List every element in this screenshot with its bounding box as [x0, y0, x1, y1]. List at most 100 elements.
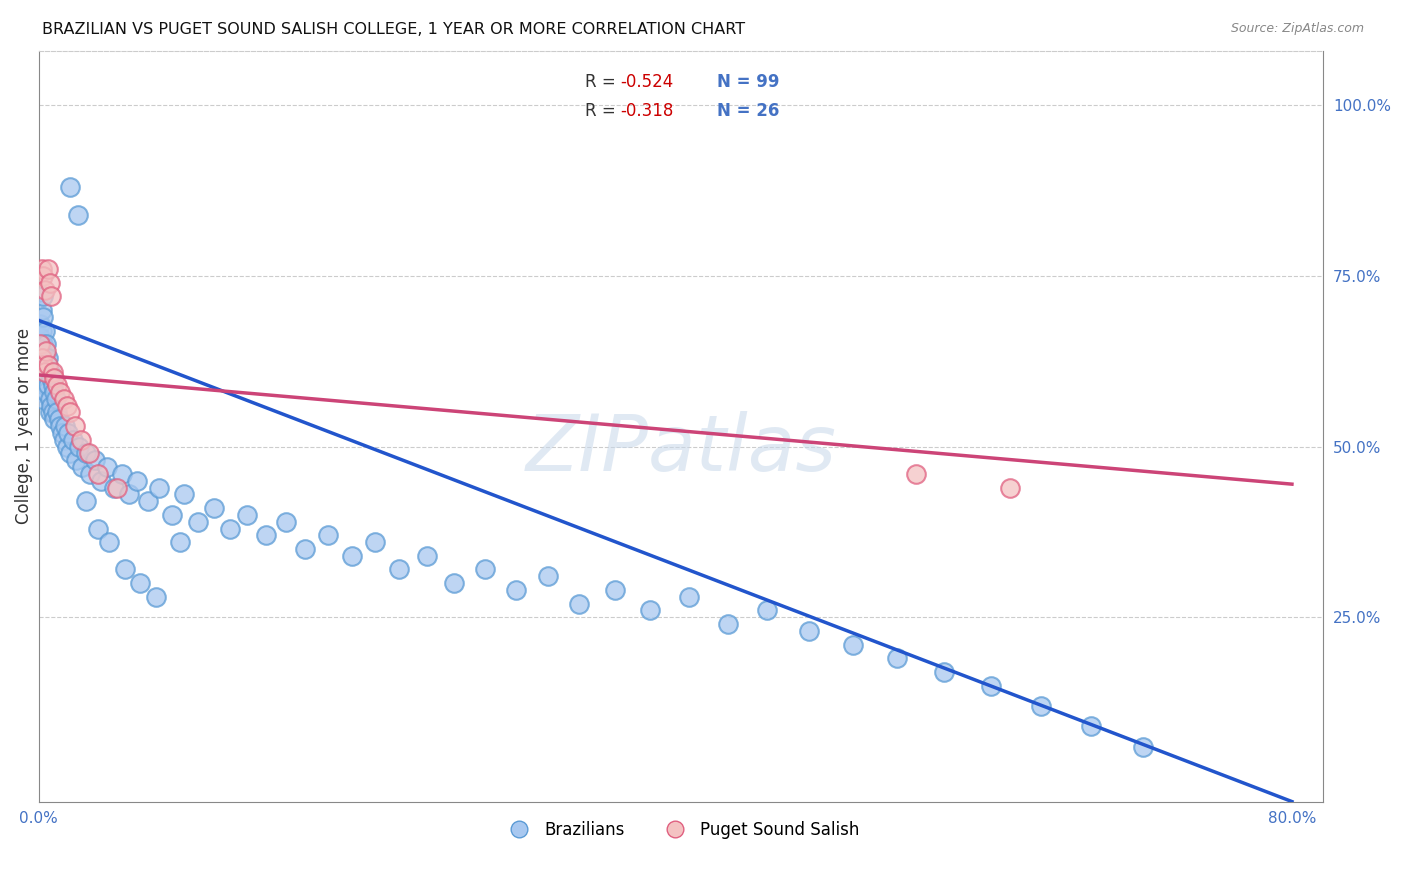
Point: [41, 405, 63, 419]
Point: [39, 371, 62, 385]
Point: [77, 446, 100, 460]
Point: [98, 535, 121, 549]
Point: [218, 522, 240, 536]
Point: [34, 364, 56, 378]
Text: -0.524: -0.524: [620, 73, 673, 91]
Point: [756, 603, 779, 617]
Point: [37, 358, 59, 372]
Point: [58, 425, 80, 440]
Text: R =: R =: [585, 73, 620, 91]
Point: [55, 440, 77, 454]
Point: [236, 508, 259, 522]
Point: [998, 481, 1021, 495]
Point: [87, 522, 110, 536]
Point: [32, 358, 55, 372]
Point: [35, 337, 58, 351]
Point: [717, 617, 740, 632]
Point: [114, 562, 136, 576]
Point: [38, 364, 60, 378]
Point: [505, 582, 527, 597]
Point: [65, 453, 87, 467]
Point: [32, 289, 55, 303]
Point: [38, 276, 60, 290]
Point: [34, 283, 56, 297]
Point: [148, 481, 170, 495]
Point: [37, 262, 59, 277]
Point: [31, 303, 53, 318]
Point: [136, 494, 159, 508]
Text: Source: ZipAtlas.com: Source: ZipAtlas.com: [1230, 22, 1364, 36]
Point: [638, 603, 661, 617]
Point: [59, 446, 82, 460]
Point: [45, 392, 67, 406]
Point: [105, 481, 128, 495]
Text: R =: R =: [585, 102, 620, 120]
Point: [169, 535, 191, 549]
Point: [31, 337, 53, 351]
Point: [187, 515, 209, 529]
Point: [35, 364, 58, 378]
Point: [678, 590, 700, 604]
Point: [318, 528, 340, 542]
Point: [474, 562, 496, 576]
Point: [52, 392, 75, 406]
Point: [49, 419, 72, 434]
Point: [72, 460, 94, 475]
Point: [1132, 739, 1154, 754]
Point: [51, 425, 73, 440]
Point: [31, 358, 53, 372]
Point: [34, 324, 56, 338]
Point: [39, 399, 62, 413]
Point: [70, 433, 93, 447]
Point: [44, 412, 66, 426]
Point: [32, 310, 55, 324]
Point: [603, 582, 626, 597]
Point: [129, 576, 152, 591]
Point: [31, 324, 53, 338]
Point: [38, 392, 60, 406]
Point: [160, 508, 183, 522]
Point: [364, 535, 387, 549]
Point: [980, 679, 1002, 693]
Point: [1031, 698, 1053, 713]
Point: [53, 419, 76, 434]
Point: [30, 330, 52, 344]
Text: ZIPatlas: ZIPatlas: [526, 410, 837, 487]
Point: [202, 501, 225, 516]
Text: -0.318: -0.318: [620, 102, 673, 120]
Point: [31, 371, 53, 385]
Point: [87, 467, 110, 481]
Text: N = 99: N = 99: [717, 73, 779, 91]
Point: [904, 467, 927, 481]
Point: [32, 337, 55, 351]
Point: [340, 549, 363, 563]
Text: N = 26: N = 26: [717, 102, 779, 120]
Point: [537, 569, 560, 583]
Point: [31, 351, 53, 365]
Point: [66, 207, 89, 221]
Point: [127, 474, 149, 488]
Point: [842, 638, 865, 652]
Point: [173, 487, 195, 501]
Text: BRAZILIAN VS PUGET SOUND SALISH COLLEGE, 1 YEAR OR MORE CORRELATION CHART: BRAZILIAN VS PUGET SOUND SALISH COLLEGE,…: [42, 22, 745, 37]
Point: [110, 467, 132, 481]
Point: [30, 344, 52, 359]
Point: [38, 405, 60, 419]
Point: [254, 528, 277, 542]
Point: [59, 180, 82, 194]
Point: [46, 405, 69, 419]
Point: [79, 467, 101, 481]
Point: [59, 405, 82, 419]
Point: [274, 515, 297, 529]
Y-axis label: College, 1 year or more: College, 1 year or more: [15, 328, 32, 524]
Point: [32, 268, 55, 283]
Point: [443, 576, 465, 591]
Point: [75, 494, 97, 508]
Point: [103, 481, 125, 495]
Point: [37, 351, 59, 365]
Point: [49, 384, 72, 399]
Point: [90, 474, 112, 488]
Point: [55, 399, 77, 413]
Point: [30, 364, 52, 378]
Point: [35, 344, 58, 359]
